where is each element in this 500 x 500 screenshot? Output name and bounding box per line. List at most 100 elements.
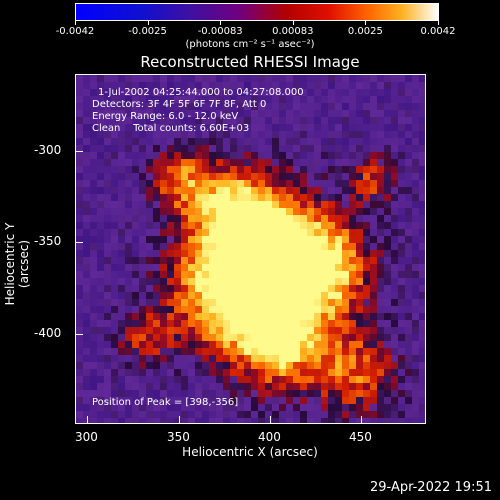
image-pixel [118,159,125,166]
image-pixel [272,397,279,404]
image-pixel [391,334,398,341]
image-pixel [293,138,300,145]
image-pixel [132,82,139,89]
image-pixel [405,292,412,299]
image-pixel [139,362,146,369]
image-pixel [349,187,356,194]
colorbar-tick-label: -0.0025 [128,26,167,37]
image-pixel [153,145,160,152]
image-pixel [244,215,251,222]
image-pixel [216,299,223,306]
image-pixel [272,166,279,173]
image-pixel [132,376,139,383]
image-pixel [223,271,230,278]
image-pixel [76,306,83,313]
image-pixel [125,390,132,397]
image-pixel [349,278,356,285]
image-pixel [419,89,425,96]
image-pixel [230,103,237,110]
image-pixel [293,278,300,285]
image-pixel [223,166,230,173]
image-pixel [370,124,377,131]
image-pixel [398,362,405,369]
image-pixel [321,341,328,348]
image-pixel [412,187,419,194]
image-pixel [195,222,202,229]
image-pixel [237,369,244,376]
image-pixel [202,201,209,208]
image-pixel [419,362,425,369]
image-pixel [160,194,167,201]
image-pixel [314,285,321,292]
image-pixel [251,187,258,194]
image-pixel [195,362,202,369]
image-pixel [391,236,398,243]
image-pixel [293,166,300,173]
image-pixel [230,285,237,292]
image-pixel [314,131,321,138]
image-pixel [405,145,412,152]
image-pixel [153,215,160,222]
image-pixel [181,243,188,250]
image-pixel [279,124,286,131]
image-pixel [335,320,342,327]
image-pixel [258,103,265,110]
image-pixel [412,103,419,110]
image-pixel [384,369,391,376]
image-pixel [139,82,146,89]
image-pixel [111,201,118,208]
image-pixel [174,271,181,278]
image-pixel [377,411,384,418]
image-pixel [293,327,300,334]
image-pixel [111,418,118,423]
image-pixel [370,418,377,423]
image-pixel [405,334,412,341]
image-pixel [363,348,370,355]
image-pixel [279,236,286,243]
image-pixel [146,285,153,292]
image-pixel [174,138,181,145]
image-pixel [132,194,139,201]
image-pixel [342,390,349,397]
image-pixel [328,243,335,250]
image-pixel [251,117,258,124]
image-pixel [132,334,139,341]
image-pixel [104,117,111,124]
image-pixel [244,404,251,411]
image-pixel [153,75,160,82]
image-pixel [356,334,363,341]
image-pixel [202,250,209,257]
image-pixel [104,194,111,201]
image-pixel [216,411,223,418]
image-pixel [384,355,391,362]
image-pixel [370,341,377,348]
image-pixel [398,215,405,222]
image-pixel [314,383,321,390]
image-pixel [335,75,342,82]
image-pixel [153,236,160,243]
image-pixel [97,404,104,411]
image-pixel [146,334,153,341]
image-pixel [384,243,391,250]
image-pixel [97,383,104,390]
image-pixel [202,397,209,404]
image-pixel [258,138,265,145]
image-pixel [132,292,139,299]
image-pixel [342,103,349,110]
image-pixel [300,138,307,145]
image-pixel [286,271,293,278]
image-pixel [391,201,398,208]
image-pixel [125,201,132,208]
image-pixel [160,138,167,145]
image-pixel [356,271,363,278]
image-pixel [251,348,258,355]
image-pixel [237,299,244,306]
image-pixel [258,96,265,103]
image-pixel [384,285,391,292]
image-pixel [328,117,335,124]
image-pixel [209,411,216,418]
image-pixel [286,327,293,334]
image-pixel [265,145,272,152]
image-pixel [104,131,111,138]
